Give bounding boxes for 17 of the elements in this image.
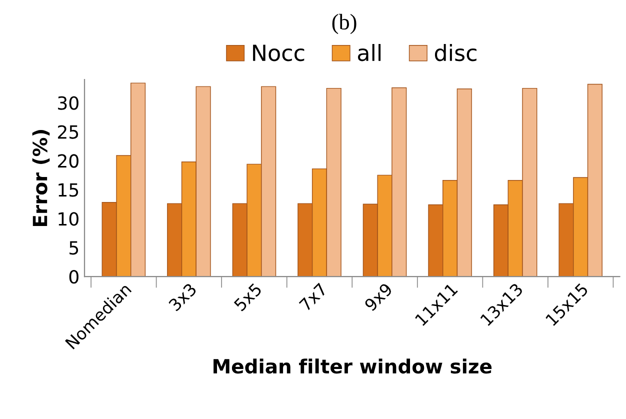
x-tick-label: 5x5 xyxy=(234,282,262,312)
y-tick-label: 10 xyxy=(58,212,78,226)
legend-label: disc xyxy=(434,44,476,62)
x-tick-label: 7x7 xyxy=(298,282,328,312)
y-tick-label: 15 xyxy=(58,183,78,197)
legend-label: Nocc xyxy=(253,44,304,62)
y-tick-label: 0 xyxy=(69,270,78,284)
x-axis-title: Median filter window size xyxy=(214,358,492,374)
y-axis-title: Error (%) xyxy=(32,130,50,226)
y-tick-label: 20 xyxy=(58,154,78,168)
x-tick-label: 3x3 xyxy=(168,282,198,312)
y-tick-label: 5 xyxy=(70,241,78,255)
x-tick-label: 9x9 xyxy=(364,282,394,312)
y-tick-label: 25 xyxy=(58,125,78,139)
y-tick-label: 30 xyxy=(58,96,78,110)
legend-label: all xyxy=(358,44,381,62)
chart-title: (b) xyxy=(332,14,356,34)
